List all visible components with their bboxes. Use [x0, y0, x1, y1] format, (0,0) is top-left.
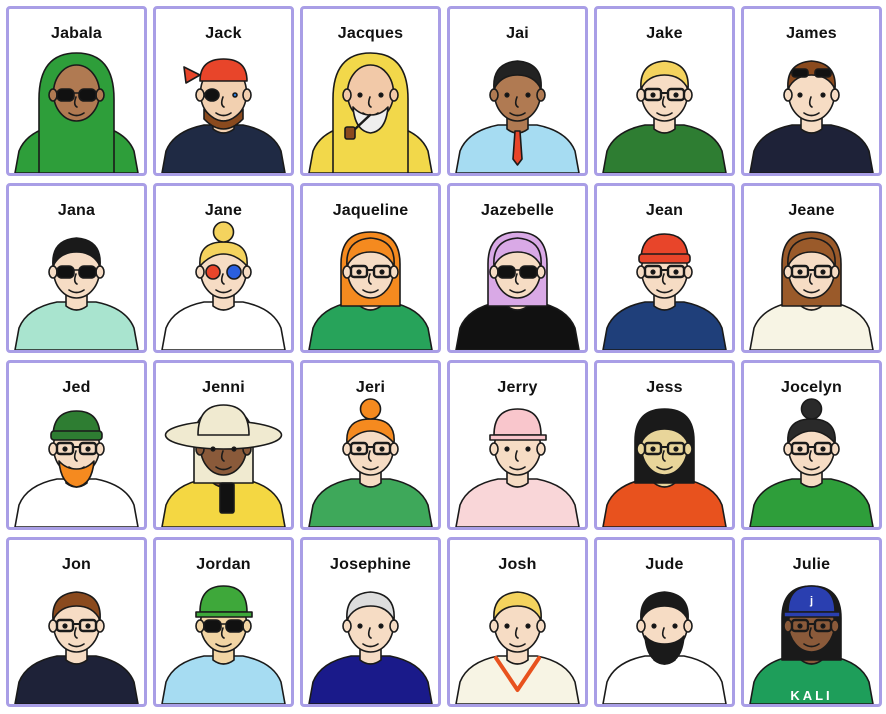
- character-name: Jake: [646, 25, 683, 42]
- character-card-jon[interactable]: Jon: [6, 537, 147, 707]
- portrait-jerry: [455, 408, 580, 527]
- portrait-jana: [14, 237, 139, 350]
- character-card-jeri[interactable]: Jeri: [300, 360, 441, 530]
- portrait-jordan: [161, 585, 286, 704]
- character-name: Jude: [645, 556, 684, 573]
- character-card-jai[interactable]: Jai: [447, 6, 588, 176]
- character-name: Jai: [506, 25, 529, 42]
- portrait-jaqueline: [308, 231, 433, 350]
- portrait-jai: [455, 60, 580, 173]
- portrait-james: [749, 60, 874, 173]
- character-name: Julie: [792, 556, 831, 573]
- character-name: Jeri: [355, 379, 386, 396]
- portrait-jon: [14, 591, 139, 704]
- portrait-jane: [161, 221, 286, 350]
- character-card-jed[interactable]: Jed: [6, 360, 147, 530]
- character-card-josephine[interactable]: Josephine: [300, 537, 441, 707]
- character-name: Jess: [646, 379, 683, 396]
- character-card-jude[interactable]: Jude: [594, 537, 735, 707]
- portrait-josephine: [308, 591, 433, 704]
- portrait-jenni: [161, 404, 286, 527]
- portrait-jocelyn: [749, 398, 874, 527]
- character-name: Jack: [205, 25, 242, 42]
- character-card-jean[interactable]: Jean: [594, 183, 735, 353]
- character-card-jaqueline[interactable]: Jaqueline: [300, 183, 441, 353]
- character-card-julie[interactable]: j KALI Julie: [741, 537, 882, 707]
- cap-letter: j: [809, 595, 813, 607]
- portrait-jabala: [14, 52, 139, 173]
- character-name: Jacques: [337, 25, 404, 42]
- character-name: James: [786, 25, 837, 42]
- character-name: Jenni: [202, 379, 245, 396]
- portrait-jess: [602, 408, 727, 527]
- character-card-jack[interactable]: Jack: [153, 6, 294, 176]
- character-name: Jane: [204, 202, 243, 219]
- character-card-jenni[interactable]: Jenni: [153, 360, 294, 530]
- portrait-josh: [455, 591, 580, 704]
- character-card-jocelyn[interactable]: Jocelyn: [741, 360, 882, 530]
- portrait-jed: [14, 410, 139, 527]
- character-card-jordan[interactable]: Jordan: [153, 537, 294, 707]
- portrait-jazebelle: [455, 231, 580, 350]
- character-card-james[interactable]: James: [741, 6, 882, 176]
- character-card-jabala[interactable]: Jabala: [6, 6, 147, 176]
- character-name: Jed: [62, 379, 91, 396]
- portrait-jeane: [749, 231, 874, 350]
- shirt-text: KALI: [790, 688, 832, 703]
- character-name: Josephine: [330, 556, 411, 573]
- character-name: Jerry: [497, 379, 538, 396]
- character-card-jeane[interactable]: Jeane: [741, 183, 882, 353]
- character-name: Jon: [61, 556, 92, 573]
- character-name: Jazebelle: [481, 202, 554, 219]
- portrait-jeri: [308, 398, 433, 527]
- character-card-jane[interactable]: Jane: [153, 183, 294, 353]
- portrait-jake: [602, 60, 727, 173]
- character-card-jacques[interactable]: Jacques: [300, 6, 441, 176]
- character-card-jess[interactable]: Jess: [594, 360, 735, 530]
- character-card-jake[interactable]: Jake: [594, 6, 735, 176]
- portrait-julie: j KALI: [749, 585, 874, 704]
- portrait-jude: [602, 591, 727, 704]
- character-name: Jeane: [788, 202, 835, 219]
- character-card-jazebelle[interactable]: Jazebelle: [447, 183, 588, 353]
- character-name: Jaqueline: [332, 202, 409, 219]
- character-name: Josh: [498, 556, 537, 573]
- portrait-jack: [161, 58, 286, 173]
- portrait-jean: [602, 233, 727, 350]
- character-name: Jana: [57, 202, 96, 219]
- character-name: Jabala: [50, 25, 102, 42]
- character-name: Jocelyn: [781, 379, 842, 396]
- character-card-jana[interactable]: Jana: [6, 183, 147, 353]
- portrait-jacques: [308, 52, 433, 173]
- character-card-jerry[interactable]: Jerry: [447, 360, 588, 530]
- character-name: Jordan: [196, 556, 251, 573]
- character-name: Jean: [645, 202, 684, 219]
- character-card-josh[interactable]: Josh: [447, 537, 588, 707]
